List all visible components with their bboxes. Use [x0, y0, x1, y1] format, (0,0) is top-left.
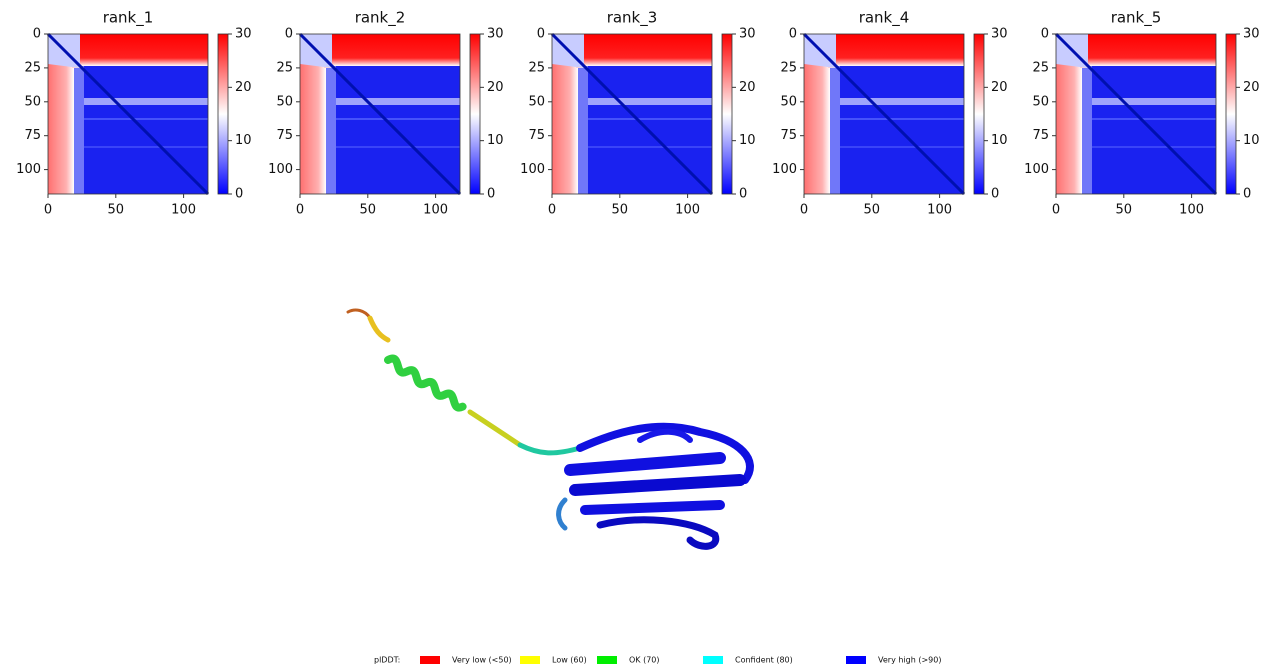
- x-tick-label: 100: [171, 203, 196, 218]
- colorbar-tick-label: 0: [739, 187, 747, 202]
- colorbar-tick-label: 0: [991, 187, 999, 202]
- x-tick-label: 0: [1052, 203, 1060, 218]
- colorbar-tick-label: 0: [487, 187, 495, 202]
- x-tick-label: 50: [360, 203, 377, 218]
- protein-structure: [348, 310, 750, 546]
- heatmap: [300, 34, 460, 194]
- colorbar-tick-label: 10: [487, 133, 504, 148]
- colorbar-tick-label: 30: [1243, 27, 1260, 42]
- y-tick-label: 0: [33, 27, 41, 42]
- legend-text: Very high (>90): [878, 656, 941, 665]
- panel-title: rank_4: [859, 9, 910, 28]
- legend-text: Very low (<50): [452, 656, 512, 665]
- legend-text: Low (60): [552, 656, 587, 665]
- y-tick-label: 75: [780, 128, 797, 143]
- y-tick-label: 100: [1024, 162, 1049, 177]
- y-tick-label: 75: [528, 128, 545, 143]
- pae-panel: rank_5 0 50 100 0 25 50 75 100 0 10 20 30: [1024, 9, 1259, 218]
- x-tick-label: 100: [675, 203, 700, 218]
- colorbar: [722, 34, 732, 194]
- colorbar-tick-label: 10: [1243, 133, 1260, 148]
- legend-swatch: [846, 656, 866, 664]
- pae-panel: rank_3 0 50 100 0 25 50 75 100 0 10 20 30: [520, 9, 755, 218]
- y-tick-label: 75: [24, 128, 41, 143]
- y-tick-label: 0: [1041, 27, 1049, 42]
- y-tick-label: 25: [780, 60, 797, 75]
- colorbar: [974, 34, 984, 194]
- y-tick-label: 0: [285, 27, 293, 42]
- figure: rank_105010002550751000102030rank_205010…: [0, 0, 1273, 668]
- legend-swatch: [420, 656, 440, 664]
- panel-title: rank_3: [607, 9, 658, 28]
- x-tick-label: 0: [800, 203, 808, 218]
- colorbar: [1226, 34, 1236, 194]
- y-tick-label: 25: [1032, 60, 1049, 75]
- colorbar-tick-label: 30: [739, 27, 756, 42]
- y-tick-label: 75: [276, 128, 293, 143]
- legend-swatch: [597, 656, 617, 664]
- heatmap: [1056, 34, 1216, 194]
- y-tick-label: 25: [276, 60, 293, 75]
- colorbar: [470, 34, 480, 194]
- y-tick-label: 75: [1032, 128, 1049, 143]
- heatmap: [804, 34, 964, 194]
- colorbar-tick-label: 20: [991, 80, 1008, 95]
- colorbar-tick-label: 10: [991, 133, 1008, 148]
- x-tick-label: 0: [548, 203, 556, 218]
- x-tick-label: 50: [864, 203, 881, 218]
- y-tick-label: 50: [780, 94, 797, 109]
- heatmap: [48, 34, 208, 194]
- x-tick-label: 100: [423, 203, 448, 218]
- heatmap: [552, 34, 712, 194]
- colorbar-tick-label: 30: [487, 27, 504, 42]
- y-tick-label: 25: [24, 60, 41, 75]
- y-tick-label: 50: [24, 94, 41, 109]
- y-tick-label: 0: [537, 27, 545, 42]
- panel-title: rank_2: [355, 9, 406, 28]
- x-tick-label: 0: [296, 203, 304, 218]
- x-tick-label: 50: [108, 203, 125, 218]
- colorbar-tick-label: 20: [1243, 80, 1260, 95]
- y-tick-label: 100: [772, 162, 797, 177]
- y-tick-label: 100: [520, 162, 545, 177]
- y-tick-label: 100: [268, 162, 293, 177]
- pae-panel: rank_4 0 50 100 0 25 50 75 100 0 10 20 30: [772, 9, 1007, 218]
- panel-title: rank_5: [1111, 9, 1162, 28]
- legend-text: Confident (80): [735, 656, 793, 665]
- y-tick-label: 0: [789, 27, 797, 42]
- colorbar-tick-label: 20: [235, 80, 252, 95]
- legend-label: plDDT:: [374, 656, 400, 665]
- y-tick-label: 100: [16, 162, 41, 177]
- colorbar-tick-label: 30: [235, 27, 252, 42]
- colorbar-tick-label: 0: [1243, 187, 1251, 202]
- legend-swatch: [520, 656, 540, 664]
- colorbar-tick-label: 10: [235, 133, 252, 148]
- panel-title: rank_1: [103, 9, 154, 28]
- colorbar-tick-label: 20: [739, 80, 756, 95]
- x-tick-label: 0: [44, 203, 52, 218]
- x-tick-label: 100: [927, 203, 952, 218]
- legend-swatch: [703, 656, 723, 664]
- y-tick-label: 25: [528, 60, 545, 75]
- x-tick-label: 50: [612, 203, 629, 218]
- legend-text: OK (70): [629, 656, 660, 665]
- pae-panel: rank_1 0 50 100 0 25 50 75 100 0 10 20 30: [16, 9, 251, 218]
- y-tick-label: 50: [1032, 94, 1049, 109]
- colorbar-tick-label: 20: [487, 80, 504, 95]
- colorbar-tick-label: 10: [739, 133, 756, 148]
- colorbar-tick-label: 30: [991, 27, 1008, 42]
- y-tick-label: 50: [276, 94, 293, 109]
- pae-panel: rank_2 0 50 100 0 25 50 75 100 0 10 20 30: [268, 9, 503, 218]
- x-tick-label: 100: [1179, 203, 1204, 218]
- x-tick-label: 50: [1116, 203, 1133, 218]
- colorbar: [218, 34, 228, 194]
- legend: plDDT: Very low (<50) Low (60) OK (70) Confi…: [374, 656, 941, 665]
- colorbar-tick-label: 0: [235, 187, 243, 202]
- y-tick-label: 50: [528, 94, 545, 109]
